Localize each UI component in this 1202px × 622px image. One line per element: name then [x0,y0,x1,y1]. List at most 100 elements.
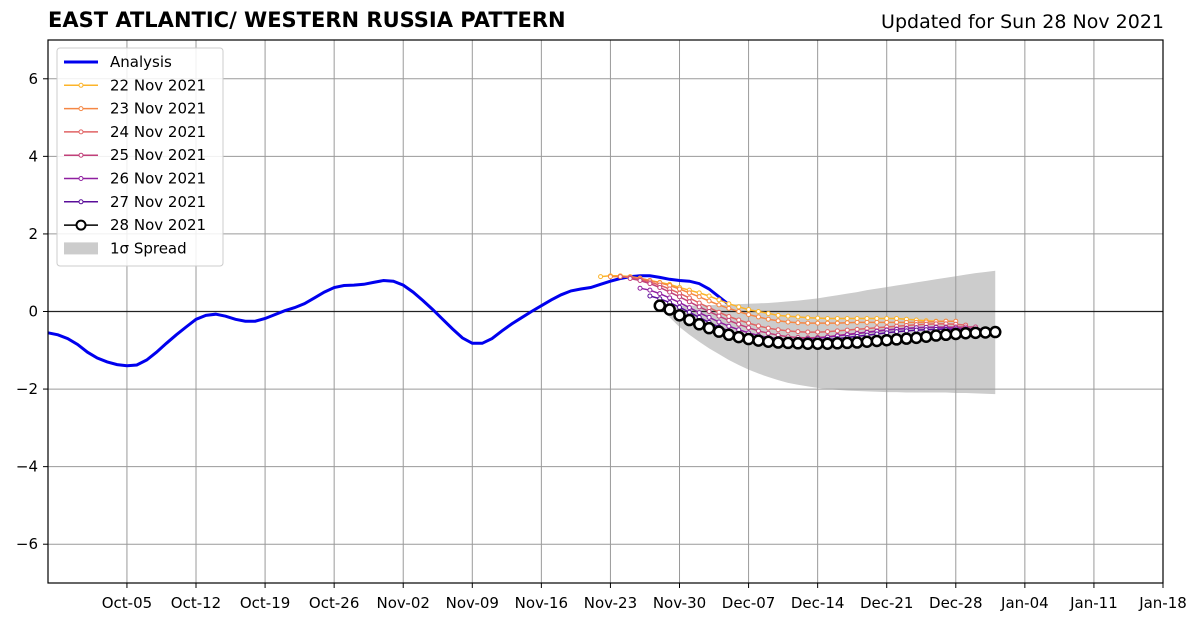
current-forecast-point [762,335,775,349]
current-forecast-point [801,337,815,350]
current-forecast-point [742,332,755,346]
current-forecast-point [732,330,745,344]
forecast-point [667,295,673,301]
current-forecast-point [910,331,923,345]
current-forecast-point [939,328,953,342]
forecast-point [844,315,850,321]
x-tick-label: Nov-16 [515,594,568,612]
forecast-point [746,307,752,313]
forecast-point [864,319,870,325]
legend-marker [78,152,84,158]
forecast-point [884,319,890,325]
current-forecast-point [850,336,864,349]
updated-date: Updated for Sun 28 Nov 2021 [881,11,1164,33]
x-tick-label: Nov-02 [377,594,430,612]
forecast-point [755,328,761,334]
forecast-point [775,312,781,318]
legend-label: 1σ Spread [110,239,187,257]
legend-marker [78,106,84,112]
forecast-point [805,320,811,326]
forecast-point [805,315,811,321]
forecast-point [815,320,821,326]
x-tick-label: Nov-23 [584,594,637,612]
forecast-point [706,309,712,314]
current-forecast-point [860,335,874,349]
forecast-point [736,321,742,327]
forecast-point [726,305,732,311]
forecast-point [657,291,663,297]
forecast-point [775,327,781,333]
forecast-point [825,315,831,321]
forecast-point [755,309,761,314]
current-forecast-point [791,337,805,350]
forecast-point [706,314,712,320]
legend-label: 26 Nov 2021 [110,170,206,188]
current-forecast-point [673,309,686,322]
legend-label: 22 Nov 2021 [110,76,206,94]
y-tick-label: 6 [28,70,38,88]
forecast-point [775,318,781,324]
forecast-point [696,310,702,316]
forecast-point [696,294,702,300]
legend-label: Analysis [110,53,172,71]
forecast-point [617,274,623,280]
legend-label: 25 Nov 2021 [110,146,206,164]
current-forecast-point [702,321,716,335]
current-forecast-point [692,318,706,331]
y-tick-label: 4 [28,147,38,165]
y-tick-label: −4 [16,458,38,476]
current-forecast-point [890,333,903,346]
current-forecast-point [781,336,795,350]
forecast-point [627,276,633,282]
current-forecast-point [929,329,943,342]
forecast-point [765,310,771,316]
legend-label: 24 Nov 2021 [110,123,206,141]
forecast-point [795,314,801,320]
current-forecast-point [919,330,933,343]
forecast-point [746,325,752,331]
forecast-point [716,297,722,303]
forecast-point [657,284,663,290]
forecast-point [686,290,692,296]
forecast-point [677,304,683,310]
forecast-point [903,328,909,334]
forecast-point [686,305,692,311]
forecast-point [785,328,791,334]
forecast-point [874,319,880,325]
current-forecast-point [969,326,982,340]
forecast-point [736,309,742,314]
forecast-point [844,320,850,326]
analysis-line [47,274,730,368]
x-tick-label: Nov-09 [446,594,499,612]
current-forecast-point [771,336,785,349]
forecast-point [913,327,919,333]
legend-marker [78,199,84,205]
legend-label: 27 Nov 2021 [110,193,206,211]
grid-layer [48,40,1164,583]
y-tick-label: 0 [28,303,38,321]
forecast-point [637,277,643,283]
current-forecast-point [870,334,884,348]
x-tick-label: Oct-12 [171,594,221,612]
chart-title: EAST ATLANTIC/ WESTERN RUSSIA PATTERN [48,8,566,32]
current-forecast-point [752,334,765,347]
x-tick-label: Oct-05 [102,594,152,612]
legend-marker [75,219,87,231]
forecast-point [686,309,692,315]
forecast-point [736,317,742,323]
forecast-point [647,281,653,287]
legend-swatch-spread [64,242,98,255]
x-tick-label: Jan-18 [1138,594,1187,612]
x-tick-label: Dec-28 [929,594,983,612]
forecast-point [765,325,771,331]
forecast-point [746,320,752,326]
current-forecast-point [653,299,667,312]
forecast-point [726,323,732,329]
forecast-point [686,299,692,305]
forecast-point [736,304,742,310]
forecast-point [677,286,683,292]
current-forecast-point [821,337,834,350]
legend-marker [78,176,84,181]
x-tick-label: Dec-07 [722,594,776,612]
forecast-point [647,293,653,299]
